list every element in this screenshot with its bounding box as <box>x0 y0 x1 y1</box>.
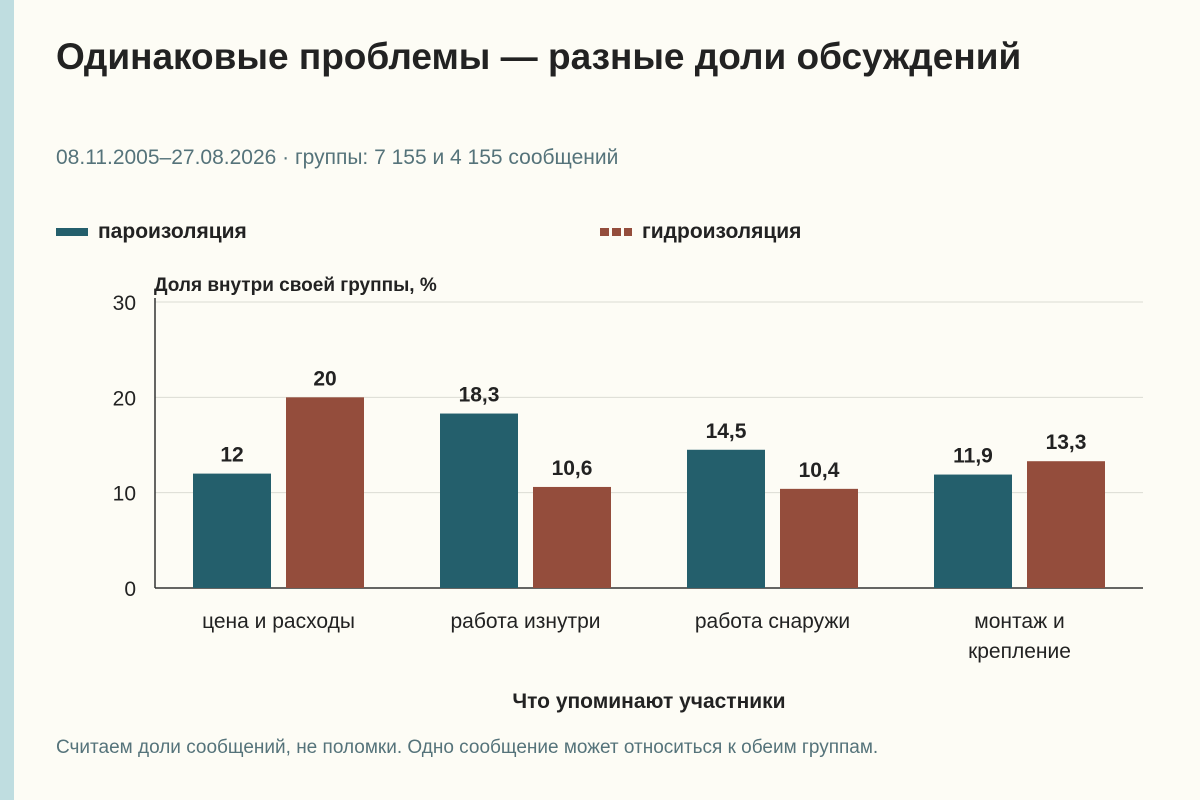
x-tick-label: монтаж и <box>974 610 1064 633</box>
y-axis-label: Доля внутри своей группы, % <box>154 275 437 296</box>
bar-value-label: 10,4 <box>799 459 840 482</box>
footnote: Считаем доли сообщений, не поломки. Одно… <box>56 737 879 758</box>
bar-value-label: 20 <box>313 367 336 390</box>
bar-value-label: 12 <box>220 444 243 467</box>
y-tick-label: 30 <box>113 292 136 315</box>
bar-value-label: 10,6 <box>552 457 593 480</box>
legend-item-series-1: пароизоляция <box>56 219 247 245</box>
bar-series-2 <box>533 486 611 588</box>
legend-swatch-dashed <box>600 228 632 236</box>
bar-value-label: 14,5 <box>706 420 747 443</box>
bar-series-1 <box>440 413 518 588</box>
bar-value-label: 11,9 <box>953 445 993 468</box>
x-tick-label: работа снаружи <box>695 610 850 633</box>
chart-subtitle: 08.11.2005–27.08.2026 · группы: 7 155 и … <box>56 146 619 169</box>
left-accent-stripe <box>0 0 14 800</box>
bar-series-2 <box>286 397 364 588</box>
x-tick-label: крепление <box>968 640 1071 663</box>
x-axis-label: Что упоминают участники <box>512 690 785 713</box>
legend-label-series-2: гидроизоляция <box>642 220 802 243</box>
legend-label-series-1: пароизоляция <box>98 220 247 243</box>
chart-title: Одинаковые проблемы — разные доли обсужд… <box>56 36 1022 77</box>
bar-series-1 <box>193 473 271 588</box>
bar-series-2 <box>780 488 858 588</box>
bar-series-2 <box>1027 461 1105 588</box>
y-tick-label: 20 <box>113 387 136 410</box>
x-tick-label: работа изнутри <box>451 610 601 633</box>
y-tick-label: 10 <box>113 483 136 506</box>
y-tick-label: 0 <box>124 578 136 601</box>
legend-swatch-solid <box>56 228 88 236</box>
bar-value-label: 13,3 <box>1046 431 1087 454</box>
bar-series-1 <box>687 449 765 588</box>
x-tick-label: цена и расходы <box>202 610 355 633</box>
legend-item-series-2: гидроизоляция <box>600 219 801 245</box>
bar-series-1 <box>934 474 1012 588</box>
bar-value-label: 18,3 <box>459 384 500 407</box>
